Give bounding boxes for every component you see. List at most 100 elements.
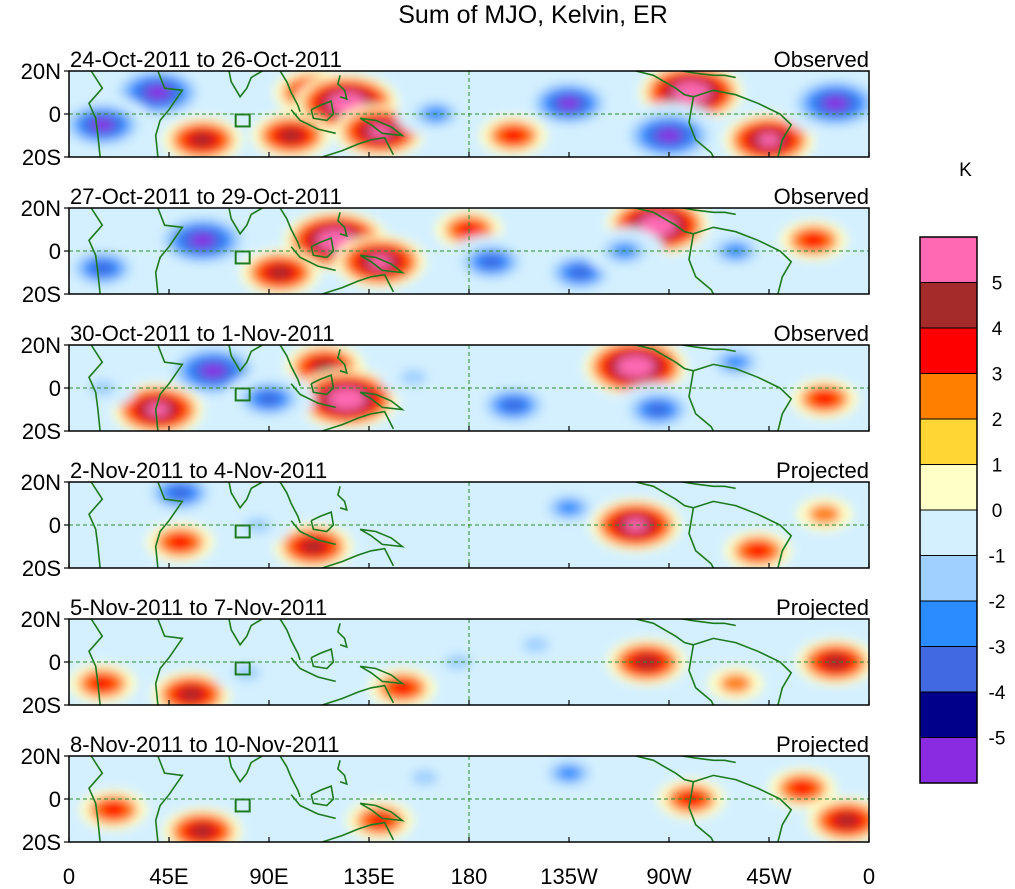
coastline	[688, 370, 715, 431]
anomaly-contour	[823, 96, 848, 111]
x-tick-label: 90W	[646, 864, 691, 889]
anomaly-contour	[91, 261, 114, 275]
panel-status: Projected	[776, 732, 869, 757]
anomaly-contour	[168, 486, 192, 500]
anomaly-contour	[657, 128, 681, 143]
colorbar-label: -2	[989, 592, 1006, 613]
coastline	[228, 345, 263, 373]
colorbar-swatch	[919, 236, 978, 283]
coastline	[635, 619, 694, 646]
coastline	[154, 756, 184, 842]
anomaly-contour	[145, 85, 170, 100]
x-tick-label: 0	[863, 864, 875, 889]
colorbar-swatch	[919, 555, 978, 602]
y-tick-label: 0	[49, 102, 61, 127]
x-tick-label: 45E	[149, 864, 188, 889]
coastline	[279, 756, 301, 798]
y-tick-label: 20N	[21, 607, 61, 632]
colorbar-swatch	[919, 600, 978, 647]
anomaly-field	[69, 623, 869, 705]
coastline	[228, 208, 263, 236]
coastline	[635, 345, 694, 372]
panel-period: 27-Oct-2011 to 29-Oct-2011	[70, 184, 342, 209]
y-tick-label: 0	[49, 239, 61, 264]
x-tick-label: 135W	[540, 864, 598, 889]
y-tick-label: 20N	[21, 744, 61, 769]
coastline	[290, 657, 336, 683]
coastline	[322, 821, 395, 842]
coastline	[322, 136, 395, 157]
colorbar-units: K	[959, 160, 972, 181]
y-tick-label: 20S	[22, 830, 61, 855]
colorbar-label: 0	[992, 501, 1003, 522]
coastline	[154, 482, 184, 568]
coastline	[359, 802, 406, 822]
panel-status: Observed	[774, 184, 869, 209]
panel-period: 5-Nov-2011 to 7-Nov-2011	[70, 595, 327, 620]
coastline	[693, 774, 793, 842]
coastline	[359, 117, 406, 137]
x-tick-label: 90E	[249, 864, 288, 889]
x-tick-label: 135E	[343, 864, 394, 889]
anomaly-contour	[91, 118, 114, 131]
y-tick-label: 20N	[21, 59, 61, 84]
y-tick-label: 20N	[21, 470, 61, 495]
panel-period: 2-Nov-2011 to 4-Nov-2011	[70, 458, 327, 483]
y-tick-label: 0	[49, 650, 61, 675]
anomaly-contour	[166, 534, 194, 551]
index-box	[234, 113, 251, 128]
anomaly-contour	[646, 402, 670, 417]
coastline	[337, 212, 348, 238]
coastline	[279, 619, 301, 661]
coastlines	[88, 482, 793, 568]
coastline	[682, 208, 736, 216]
coastline	[322, 684, 395, 705]
colorbar-frame	[919, 236, 978, 784]
colorbar-label: -1	[989, 547, 1006, 568]
coastline	[88, 756, 104, 842]
y-tick-label: 0	[49, 787, 61, 812]
coastline	[688, 507, 715, 568]
coastline	[337, 623, 348, 649]
chart-title: Sum of MJO, Kelvin, ER	[398, 1, 668, 29]
panel-status: Projected	[776, 458, 869, 483]
anomaly-contour	[744, 542, 772, 559]
anomaly-contour	[757, 133, 781, 147]
coastline	[693, 226, 793, 294]
colorbar-label: 5	[992, 274, 1003, 295]
coastline	[635, 208, 694, 235]
anomaly-blobs	[79, 756, 869, 842]
colorbar-swatch	[919, 509, 978, 556]
panel-3: 20N 0 20S 30-Oct-2011 to 1-Nov-2011 Observed	[21, 321, 870, 444]
panel-4: 20N 0 20S 2-Nov-2011 to 4-Nov-2011 Projected	[21, 458, 870, 581]
anomaly-contour	[788, 780, 816, 797]
y-tick-label: 20S	[22, 693, 61, 718]
y-tick-label: 0	[49, 376, 61, 401]
coastline	[693, 89, 793, 157]
panel-period: 8-Nov-2011 to 10-Nov-2011	[70, 732, 339, 757]
colorbar-label: -3	[989, 638, 1006, 659]
anomaly-field	[69, 71, 869, 157]
index-box	[234, 524, 251, 539]
coastline	[88, 345, 104, 431]
y-tick-label: 20N	[21, 196, 61, 221]
coastline	[290, 794, 336, 820]
anomaly-contour	[647, 219, 669, 232]
coastline	[682, 71, 736, 79]
coastline	[310, 785, 335, 807]
coastline	[682, 619, 736, 627]
coastline	[310, 648, 335, 670]
panel-status: Observed	[774, 321, 869, 346]
y-tick-label: 0	[49, 513, 61, 538]
anomaly-contour	[336, 392, 358, 405]
panel-5: 20N 0 20S 5-Nov-2011 to 7-Nov-2011 Projected	[21, 595, 870, 718]
panel-1: 20N 0 20S 24-Oct-2011 to 26-Oct-2011 Observe…	[21, 47, 870, 170]
x-tick-label: 45W	[746, 864, 791, 889]
anomaly-contour	[723, 355, 748, 370]
colorbar-swatch	[919, 327, 978, 374]
coastlines	[88, 756, 793, 842]
panel-6: 20N 0 20S 8-Nov-2011 to 10-Nov-2011 Projecte…	[21, 732, 870, 855]
coastline	[635, 756, 694, 783]
y-tick-label: 20S	[22, 145, 61, 170]
colorbar: 5 4 3 2 1 0 -1 -2 -3 -4 -5 K	[919, 160, 1006, 784]
